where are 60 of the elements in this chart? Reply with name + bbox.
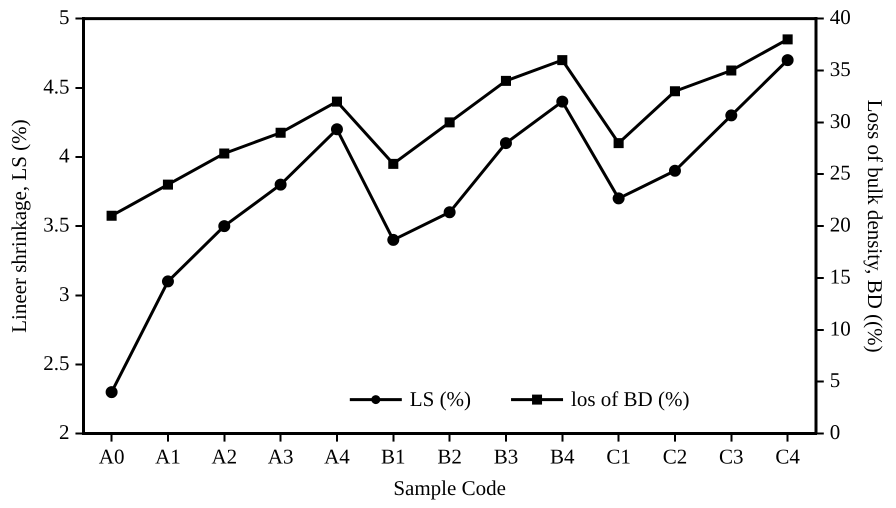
y2-tick-label: 0 xyxy=(830,420,840,444)
x-axis-title: Sample Code xyxy=(393,476,506,500)
legend-label: LS (%) xyxy=(410,387,472,412)
y2-axis-title: Loss of bulk density, BD ((%) xyxy=(862,100,887,353)
point xyxy=(387,234,400,246)
point xyxy=(614,138,624,148)
point xyxy=(162,180,173,190)
point xyxy=(444,206,456,218)
point xyxy=(274,178,287,191)
x-tick-label: B2 xyxy=(437,444,462,469)
y-tick-label: 2 xyxy=(58,420,70,444)
x-tick-label: C3 xyxy=(719,444,744,469)
point xyxy=(276,128,286,138)
y2-tick-label: 35 xyxy=(830,56,851,81)
point xyxy=(782,34,793,44)
x-tick-label: A1 xyxy=(155,444,181,469)
y2-tick-label: 5 xyxy=(830,368,840,392)
y-tick-label: 3 xyxy=(58,282,70,306)
x-tick-label: C2 xyxy=(662,444,688,469)
y2-tick-label: 15 xyxy=(830,264,851,288)
point xyxy=(388,158,398,169)
point xyxy=(106,386,118,398)
y-tick-label: 5 xyxy=(58,5,70,30)
point xyxy=(332,96,342,107)
point xyxy=(500,76,511,86)
point xyxy=(444,117,455,128)
point xyxy=(218,220,230,232)
y2-tick-label: 30 xyxy=(830,108,851,133)
point xyxy=(162,275,174,288)
point xyxy=(556,96,568,108)
x-tick-label: A3 xyxy=(268,444,294,469)
y2-tick-label: 25 xyxy=(830,160,851,185)
x-tick-label: C1 xyxy=(606,444,631,469)
y-tick-label: 4 xyxy=(58,143,70,168)
point xyxy=(106,210,117,221)
y-tick-label: 2.5 xyxy=(43,350,70,375)
x-tick-label: B1 xyxy=(381,444,406,469)
x-tick-label: B4 xyxy=(550,444,576,469)
point xyxy=(219,148,230,159)
point xyxy=(612,192,625,204)
point xyxy=(670,86,680,96)
x-tick-label: A2 xyxy=(211,444,238,469)
x-tick-label: B3 xyxy=(494,444,518,469)
y2-tick-label: 10 xyxy=(830,316,851,340)
point xyxy=(330,123,343,136)
y2-tick-label: 40 xyxy=(830,5,851,30)
x-tick-label: A4 xyxy=(324,444,350,469)
point xyxy=(500,137,512,150)
x-tick-label: A0 xyxy=(98,444,124,469)
point xyxy=(782,54,794,66)
y-tick-label: 3.5 xyxy=(43,212,70,237)
point xyxy=(557,55,568,66)
point xyxy=(668,164,681,177)
y-axis-title: Lineer shrinkage, LS (%) xyxy=(7,119,32,333)
point xyxy=(726,65,736,76)
legend-label: los of BD (%) xyxy=(571,387,690,412)
point xyxy=(725,109,738,122)
x-tick-label: C4 xyxy=(775,444,800,469)
y-tick-label: 4.5 xyxy=(43,74,70,98)
y2-tick-label: 20 xyxy=(830,212,851,237)
